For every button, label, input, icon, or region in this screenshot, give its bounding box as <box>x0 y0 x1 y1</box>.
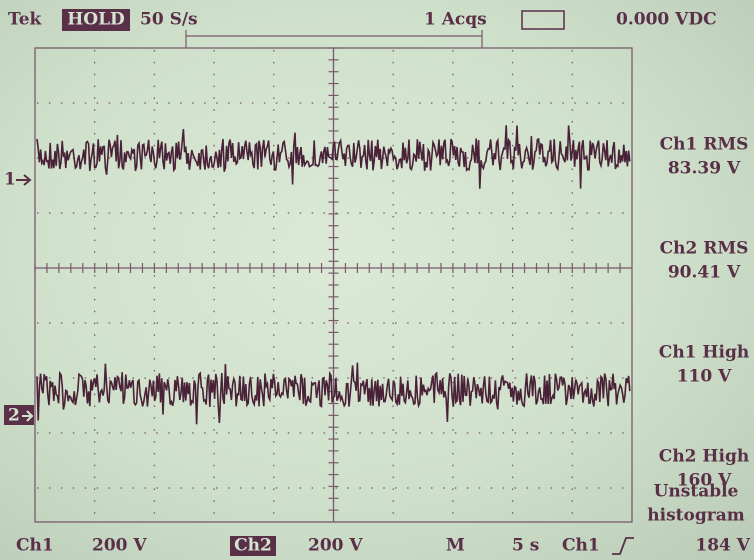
ch1-arrow <box>16 174 32 186</box>
sample-rate: 50 S/s <box>140 10 198 30</box>
trigger-slope <box>612 537 634 555</box>
timebase: 5 s <box>512 536 539 556</box>
mode: HOLD <box>67 10 125 30</box>
ch1-label: Ch1 <box>16 536 54 556</box>
measurement-value: 110 V <box>677 367 732 387</box>
ch2-scale: 200 V <box>308 536 363 556</box>
status-text: Unstable <box>654 482 739 502</box>
mode-box <box>62 9 130 31</box>
measurements: Ch1 RMS 83.39 V Ch2 RMS 90.41 V Ch1 High 110 … <box>647 135 749 526</box>
trigger-level: 0.000 VDC <box>616 10 717 30</box>
traces <box>36 125 631 425</box>
measurement-value: 83.39 V <box>668 159 741 179</box>
timebase-label: M <box>446 536 465 556</box>
measurement-label: Ch2 High <box>659 447 749 467</box>
ch1-marker: 1 <box>4 170 16 190</box>
waveform <box>36 362 631 425</box>
trigger-source: Ch1 <box>562 536 600 556</box>
ch2-label: Ch2 <box>234 536 272 556</box>
acquisitions: 1 Acqs <box>424 10 487 30</box>
brand: Tek <box>8 10 43 30</box>
ch2-marker: 2 <box>8 406 20 426</box>
measurement-value: 90.41 V <box>668 263 741 283</box>
ch1-scale: 200 V <box>92 536 147 556</box>
ch2-label-box <box>230 536 276 556</box>
waveform <box>36 125 631 189</box>
measurement-value: 160 V <box>677 471 732 491</box>
ch2-marker-box <box>4 405 34 425</box>
ch2-arrow <box>22 410 34 422</box>
measurement-label: Ch1 RMS <box>660 135 749 155</box>
measurement-label: Ch1 High <box>659 343 749 363</box>
graticule <box>34 47 633 523</box>
status-text: histogram <box>647 506 744 526</box>
measurement-label: Ch2 RMS <box>660 239 749 259</box>
trigger-icon <box>521 10 565 30</box>
trigger-value: 184 V <box>695 536 750 556</box>
